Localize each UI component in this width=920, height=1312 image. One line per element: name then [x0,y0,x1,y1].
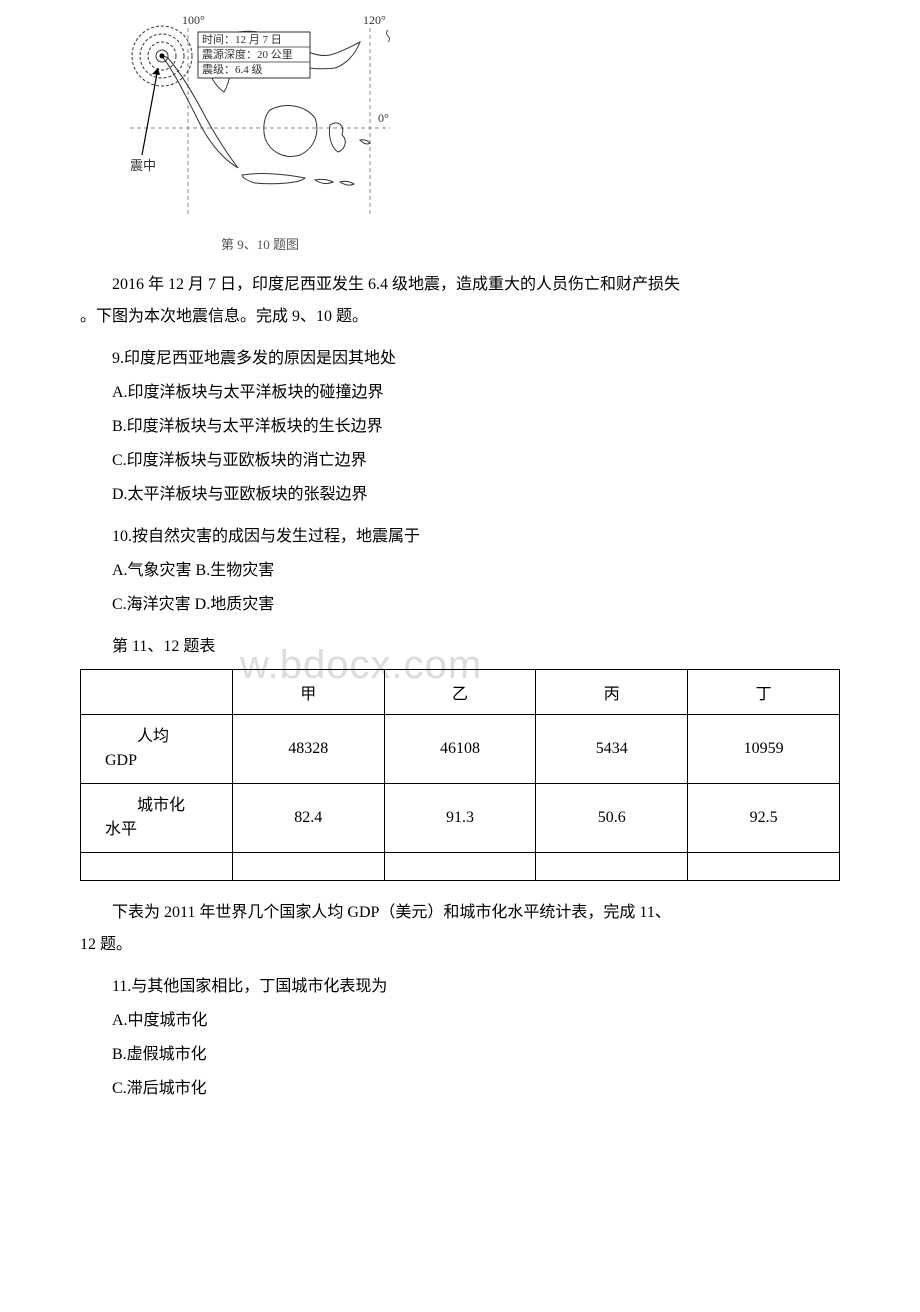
table-cell [81,853,233,881]
table-cell: 城市化水平 [81,784,233,853]
lon-right-label: 120° [363,13,386,27]
q9-option-c: C.印度洋板块与亚欧板块的消亡边界 [80,445,840,477]
intro-paragraph-1b: 。下图为本次地震信息。完成 9、10 题。 [80,301,840,333]
table-cell [688,853,840,881]
table-row: 甲 乙 丙 丁 [81,670,840,715]
q11-option-b: B.虚假城市化 [80,1039,840,1071]
table-cell: 人均GDP [81,715,233,784]
table-cell: 48328 [232,715,384,784]
epicenter-label: 震中 [130,158,156,173]
q11-stem: 11.与其他国家相比，丁国城市化表现为 [80,971,840,1003]
table-cell [536,853,688,881]
table-cell: 丙 [536,670,688,715]
table-cell: 92.5 [688,784,840,853]
table-cell [81,670,233,715]
table-cell: 46108 [384,715,536,784]
equator-label: 0° [378,111,389,125]
table-cell: 甲 [232,670,384,715]
table-row: 人均GDP 48328 46108 5434 10959 [81,715,840,784]
table-cell: 10959 [688,715,840,784]
svg-text:震级：6.4 级: 震级：6.4 级 [202,63,263,76]
table-cell: 82.4 [232,784,384,853]
q10-stem: 10.按自然灾害的成因与发生过程，地震属于 [80,521,840,553]
svg-text:时间：12 月 7 日: 时间：12 月 7 日 [202,33,282,46]
lon-left-label: 100° [182,13,205,27]
table-cell: 乙 [384,670,536,715]
question-map: 100° 120° 0° [120,10,400,253]
q10-option-cd: C.海洋灾害 D.地质灾害 [80,589,840,621]
table-cell [232,853,384,881]
q11-option-a: A.中度城市化 [80,1005,840,1037]
q9-option-d: D.太平洋板块与亚欧板块的张裂边界 [80,479,840,511]
q10-option-ab: A.气象灾害 B.生物灾害 [80,555,840,587]
table-cell [384,853,536,881]
intro-paragraph-1a: 2016 年 12 月 7 日，印度尼西亚发生 6.4 级地震，造成重大的人员伤… [80,269,840,301]
q9-stem: 9.印度尼西亚地震多发的原因是因其地处 [80,343,840,375]
svg-text:震源深度：20 公里: 震源深度：20 公里 [202,47,293,61]
map-caption: 第 9、10 题图 [120,234,400,253]
intro-paragraph-2b: 12 题。 [80,929,840,961]
table-cell: 5434 [536,715,688,784]
table-row: 城市化水平 82.4 91.3 50.6 92.5 [81,784,840,853]
table-cell: 91.3 [384,784,536,853]
table-cell: 50.6 [536,784,688,853]
intro-paragraph-2a: 下表为 2011 年世界几个国家人均 GDP（美元）和城市化水平统计表，完成 1… [80,897,840,929]
table-caption: 第 11、12 题表 [80,631,840,663]
table-cell: 丁 [688,670,840,715]
q9-option-b: B.印度洋板块与太平洋板块的生长边界 [80,411,840,443]
q11-option-c: C.滞后城市化 [80,1073,840,1105]
data-table: 甲 乙 丙 丁 人均GDP 48328 46108 5434 10959 城市化… [80,669,840,881]
q9-option-a: A.印度洋板块与太平洋板块的碰撞边界 [80,377,840,409]
table-row [81,853,840,881]
